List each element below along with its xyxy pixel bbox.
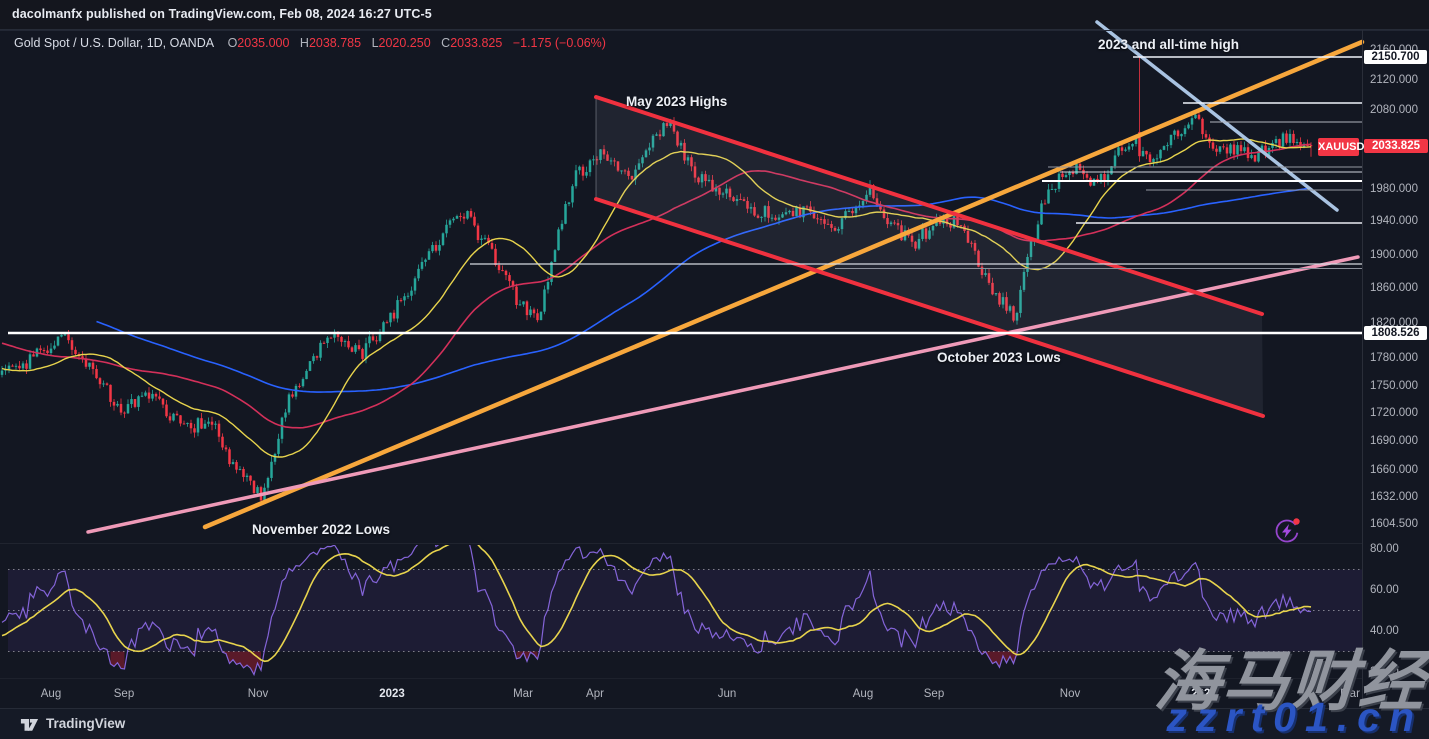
- price-tick: 1980.000: [1370, 182, 1418, 195]
- rsi-tick: 60.00: [1370, 584, 1399, 596]
- price-tick: 1750.000: [1370, 379, 1418, 392]
- candles-layer: [0, 57, 1313, 504]
- time-tick-month: Apr: [586, 688, 604, 700]
- descending-resistance-blue: [1095, 20, 1339, 212]
- time-tick-month: Aug: [852, 688, 874, 700]
- chart-annotation: November 2022 Lows: [252, 522, 391, 537]
- tradingview-logo[interactable]: TradingView: [20, 715, 125, 732]
- symbol-legend: Gold Spot / U.S. Dollar, 1D, OANDA O2035…: [14, 36, 606, 50]
- price-level-tag: 1808.526: [1364, 326, 1427, 341]
- ma-blue: [96, 186, 1312, 393]
- ohlc-high-value: 2038.785: [308, 36, 362, 50]
- rsi-tick: 40.00: [1370, 625, 1399, 637]
- channel-bottom-red: [594, 197, 1265, 418]
- chart-annotation: October 2023 Lows: [937, 350, 1061, 365]
- chart-annotation: May 2023 Highs: [626, 94, 728, 109]
- rsi-pane-background: [8, 569, 1362, 652]
- symbol-tag-text: XAUUSD: [1318, 141, 1365, 153]
- time-tick-year: 2024: [1191, 688, 1217, 700]
- change-value: −1.175 (−0.06%): [512, 36, 606, 50]
- price-tick: 1940.000: [1370, 215, 1418, 228]
- symbol-title: Gold Spot / U.S. Dollar, 1D, OANDA: [14, 36, 215, 50]
- tradingview-logo-icon: [20, 718, 39, 731]
- price-tick: 1860.000: [1370, 282, 1418, 295]
- ohlc-open-value: 2035.000: [237, 36, 290, 50]
- time-tick-year: 2023: [379, 688, 405, 700]
- channel-top-red: [594, 95, 1264, 316]
- ohlc-low-value: 2020.250: [378, 36, 431, 50]
- rsi-ma-line: [1, 545, 1312, 663]
- time-tick-month: Sep: [923, 688, 945, 700]
- ma-yellow: [1, 138, 1312, 458]
- price-tick: 1660.000: [1370, 463, 1418, 476]
- time-tick-month: Nov: [1059, 688, 1081, 700]
- price-tick: 1720.000: [1370, 407, 1418, 420]
- time-tick-month: Aug: [40, 688, 62, 700]
- publish-bar: dacolmanfx published on TradingView.com,…: [0, 0, 1429, 30]
- price-axis[interactable]: 2160.0002120.0002080.0001980.0001940.000…: [1363, 30, 1429, 708]
- time-tick-month: Nov: [247, 688, 269, 700]
- price-tick: 1900.000: [1370, 248, 1418, 261]
- publish-info: dacolmanfx published on TradingView.com,…: [12, 7, 432, 21]
- time-tick-month: Sep: [113, 688, 135, 700]
- last-price-tag: 2033.825: [1364, 139, 1428, 154]
- price-tick: 2080.000: [1370, 104, 1418, 117]
- frame-layer: [0, 30, 1429, 708]
- price-tick: 1690.000: [1370, 435, 1418, 448]
- ohlc-low-label: L: [371, 36, 379, 50]
- rsi-line: [1, 545, 1312, 677]
- ohlc-close-value: 2033.825: [450, 36, 503, 50]
- tradingview-brand-text: TradingView: [46, 716, 126, 731]
- time-tick-month: Mar: [513, 688, 533, 700]
- flash-icon[interactable]: [1270, 513, 1304, 547]
- price-tick: 1632.000: [1370, 490, 1418, 503]
- ascending-support-orange: [202, 39, 1365, 530]
- ohlc-high-label: H: [299, 36, 309, 50]
- ohlc-close-label: C: [441, 36, 451, 50]
- time-tick-month: Jun: [717, 688, 737, 700]
- ohlc-open-label: O: [227, 36, 238, 50]
- rsi-tick: 80.00: [1370, 543, 1399, 555]
- price-tick: 1820.000: [1370, 317, 1418, 330]
- chart-annotation: 2023 and all-time high: [1098, 37, 1240, 52]
- footer-bar: TradingView: [0, 708, 1429, 739]
- price-level-tag: 2150.700: [1364, 50, 1427, 65]
- price-tick: 1604.500: [1370, 517, 1418, 530]
- symbol-price-tag: XAUUSD: [1318, 138, 1364, 156]
- price-tick: 2120.000: [1370, 74, 1418, 86]
- time-axis[interactable]: Aug Sep Nov 2023 Mar Apr Jun Aug Sep Nov 2024 Mar: [0, 678, 1362, 708]
- rsi-layer: [1, 545, 1362, 677]
- watermark-url: zzrt01.cn: [1166, 694, 1423, 739]
- price-tick: 1780.000: [1370, 352, 1418, 365]
- ascending-support-pink: [86, 255, 1360, 534]
- time-tick-month: Mar: [1340, 688, 1360, 700]
- rsi-tick: 20.00: [1370, 666, 1399, 678]
- drawings-layer: [8, 20, 1365, 534]
